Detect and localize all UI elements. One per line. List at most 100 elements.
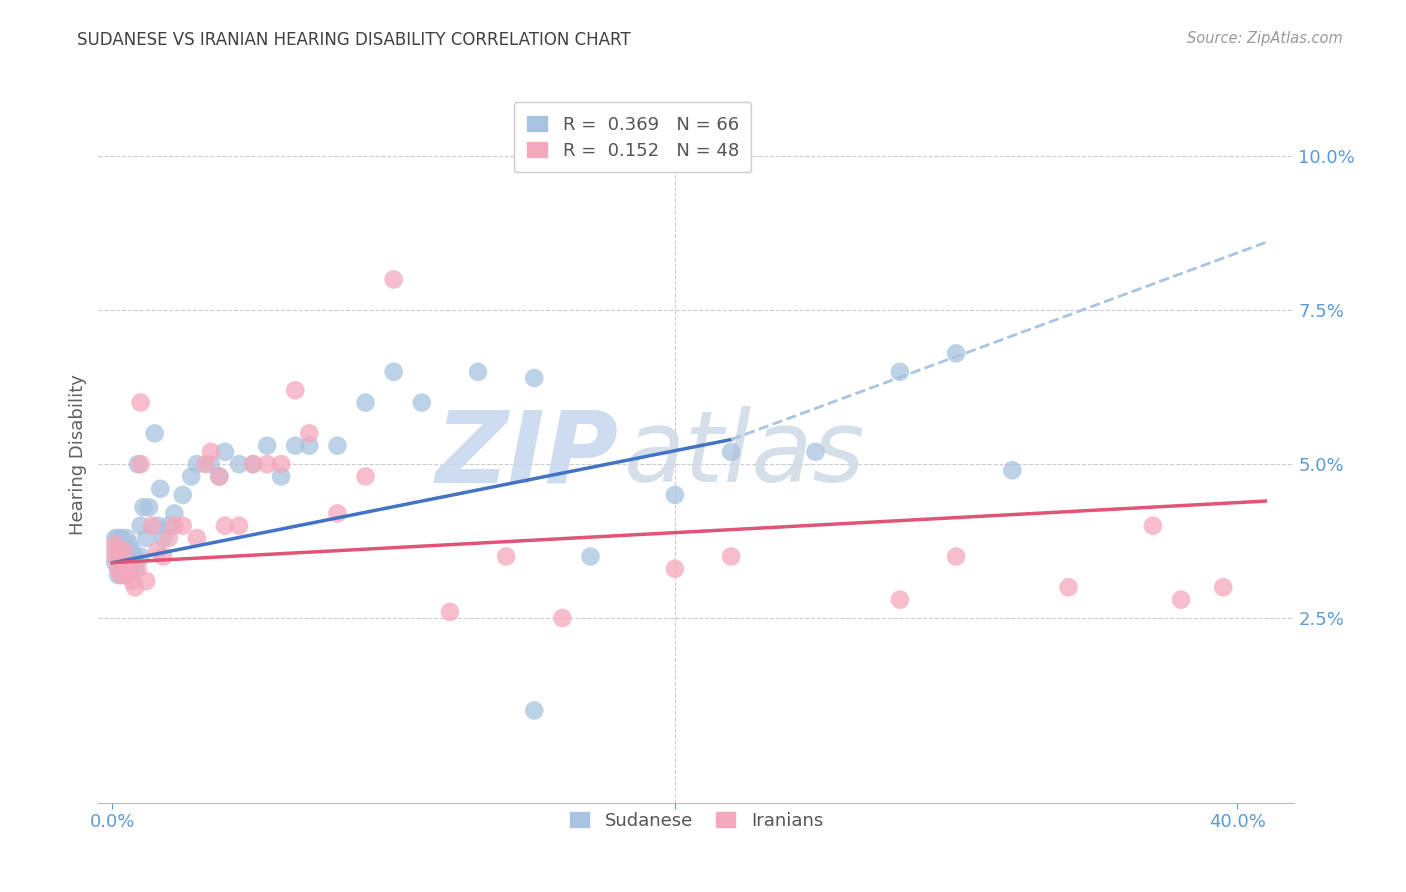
Point [1001,463,1024,477]
Point [135,531,157,545]
Point [107,543,129,558]
Point [112,562,135,576]
Point [551,611,574,625]
Point [579,549,602,564]
Point [121,556,143,570]
Point [157,531,180,545]
Point [104,537,127,551]
Point [112,549,135,564]
Point [115,531,138,545]
Point [242,457,264,471]
Point [256,457,278,471]
Point [180,469,202,483]
Point [270,457,292,471]
Point [172,488,194,502]
Point [382,272,405,286]
Point [200,445,222,459]
Point [214,445,236,459]
Point [115,543,138,558]
Point [110,549,132,564]
Point [664,488,686,502]
Point [118,549,141,564]
Point [124,562,146,576]
Point [104,549,127,564]
Legend: Sudanese, Iranians: Sudanese, Iranians [557,798,835,842]
Point [110,537,132,551]
Point [945,346,967,360]
Point [186,531,208,545]
Point [284,384,307,398]
Point [110,568,132,582]
Point [104,556,127,570]
Point [104,531,127,545]
Point [110,556,132,570]
Point [112,562,135,576]
Point [326,439,349,453]
Point [284,439,307,453]
Point [163,507,186,521]
Text: SUDANESE VS IRANIAN HEARING DISABILITY CORRELATION CHART: SUDANESE VS IRANIAN HEARING DISABILITY C… [77,31,631,49]
Point [118,562,141,576]
Point [228,457,250,471]
Point [107,543,129,558]
Point [124,549,146,564]
Point [152,531,174,545]
Point [110,568,132,582]
Point [152,549,174,564]
Point [132,500,155,515]
Point [720,549,742,564]
Point [118,562,141,576]
Point [664,562,686,576]
Point [107,562,129,576]
Point [242,457,264,471]
Point [467,365,489,379]
Point [115,549,138,564]
Point [720,445,742,459]
Point [129,518,152,533]
Point [411,395,433,409]
Point [104,543,127,558]
Point [127,457,149,471]
Point [214,518,236,533]
Point [107,568,129,582]
Point [523,703,546,717]
Point [138,500,160,515]
Point [889,592,911,607]
Point [1057,580,1080,594]
Point [129,549,152,564]
Point [523,371,546,385]
Point [1212,580,1234,594]
Point [127,562,149,576]
Point [115,568,138,582]
Y-axis label: Hearing Disability: Hearing Disability [69,375,87,535]
Point [124,580,146,594]
Point [270,469,292,483]
Point [186,457,208,471]
Point [143,426,166,441]
Point [118,537,141,551]
Point [115,568,138,582]
Point [889,365,911,379]
Text: Source: ZipAtlas.com: Source: ZipAtlas.com [1187,31,1343,46]
Point [112,543,135,558]
Point [200,457,222,471]
Point [107,556,129,570]
Point [129,457,152,471]
Point [804,445,827,459]
Point [110,531,132,545]
Point [163,518,186,533]
Point [115,556,138,570]
Point [298,439,321,453]
Point [495,549,517,564]
Point [208,469,231,483]
Point [110,549,132,564]
Point [129,395,152,409]
Point [326,507,349,521]
Point [107,531,129,545]
Point [194,457,217,471]
Point [298,426,321,441]
Text: atlas: atlas [624,407,866,503]
Point [157,518,180,533]
Point [149,482,172,496]
Point [354,469,377,483]
